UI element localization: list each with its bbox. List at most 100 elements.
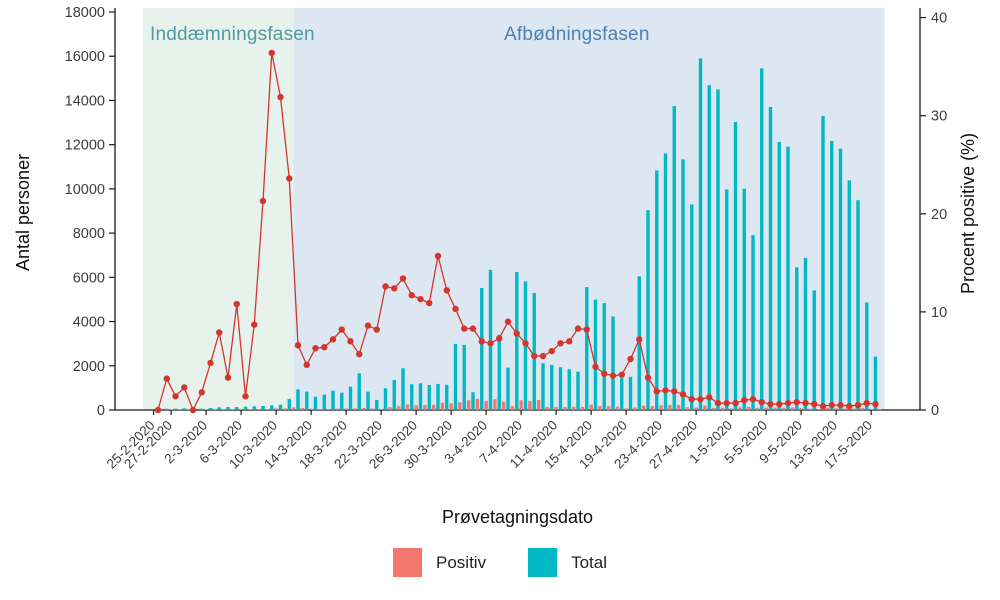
legend-label-positiv: Positiv <box>436 552 487 572</box>
bar-total <box>733 122 738 410</box>
percent-positive-point <box>784 399 792 407</box>
bar-positiv <box>650 406 655 410</box>
bar-positiv <box>510 406 515 410</box>
percent-positive-point <box>356 350 363 358</box>
bar-total <box>261 406 265 410</box>
right-axis-tick-label: 10 <box>931 305 947 321</box>
bar-total <box>637 276 641 410</box>
left-axis-tick-label: 14000 <box>65 93 105 109</box>
phase-label-containment: Inddæmningsfasen <box>150 24 315 45</box>
percent-positive-point <box>662 387 669 394</box>
bar-positiv <box>571 406 576 410</box>
bar-total <box>296 389 300 410</box>
bar-total <box>795 267 799 410</box>
bar-positiv <box>633 407 637 410</box>
bar-total <box>165 408 169 410</box>
bar-positiv <box>405 404 410 410</box>
bar-total <box>655 170 659 410</box>
bar-total <box>252 406 256 410</box>
bar-positiv <box>213 409 217 410</box>
percent-positive-point <box>819 402 827 410</box>
bar-positiv <box>729 408 733 410</box>
bar-positiv <box>239 409 243 410</box>
bar-positiv <box>598 405 602 410</box>
bar-total <box>270 405 274 410</box>
percent-positive-point <box>732 399 739 407</box>
bar-total <box>506 367 510 410</box>
percent-positive-point <box>679 391 687 398</box>
right-axis-tick-label: 20 <box>931 207 947 223</box>
bar-total <box>663 153 668 410</box>
bar-total <box>243 406 248 410</box>
percent-positive-point <box>268 49 275 57</box>
bar-positiv <box>720 407 725 410</box>
bar-total <box>427 385 431 410</box>
percent-positive-point <box>391 285 398 292</box>
bar-total <box>558 367 563 410</box>
percent-positive-point <box>688 396 695 403</box>
bar-total <box>873 356 878 410</box>
bar-total <box>366 391 370 410</box>
bar-positiv <box>309 408 313 410</box>
bar-total <box>760 68 764 410</box>
bar-total <box>821 115 825 410</box>
bar-total <box>208 408 213 410</box>
bar-total <box>453 343 458 410</box>
bar-total <box>812 290 816 410</box>
bar-total <box>182 408 186 410</box>
bar-total <box>480 288 484 410</box>
percent-positive-point <box>723 399 730 407</box>
percent-positive-point <box>837 401 844 409</box>
bar-positiv <box>291 407 296 410</box>
bar-total <box>322 394 326 410</box>
bar-positiv <box>335 408 340 410</box>
percent-positive-point <box>294 342 302 349</box>
bar-positiv <box>580 406 585 410</box>
left-axis-tick-label: 8000 <box>73 226 105 242</box>
bar-positiv <box>738 407 742 410</box>
bar-total <box>235 407 239 410</box>
bar-total <box>751 235 755 410</box>
bar-positiv <box>221 409 226 410</box>
left-axis-tick-label: 16000 <box>65 49 105 65</box>
percent-positive-point <box>618 371 625 378</box>
bar-positiv <box>545 407 550 410</box>
right-axis-tick-label: 40 <box>931 11 947 27</box>
bar-positiv <box>353 408 357 410</box>
left-axis-tick-label: 2000 <box>73 359 105 375</box>
bar-total <box>401 368 405 410</box>
bar-total <box>375 399 379 410</box>
bar-total <box>462 344 466 410</box>
percent-positive-point <box>399 275 407 282</box>
percent-positive-point <box>548 347 555 355</box>
bar-positiv <box>484 400 488 410</box>
percent-positive-point <box>321 344 328 351</box>
percent-positive-point <box>181 384 188 391</box>
percent-positive-point <box>793 398 800 406</box>
bar-positiv <box>414 405 418 410</box>
percent-positive-point <box>338 326 345 333</box>
bar-total <box>803 257 808 410</box>
percent-positive-point <box>636 336 643 343</box>
bar-positiv <box>423 405 427 410</box>
bar-total <box>287 398 291 410</box>
percent-positive-point <box>846 402 853 410</box>
percent-positive-point <box>609 372 617 379</box>
bar-positiv <box>746 406 751 410</box>
bar-positiv <box>659 405 663 410</box>
percent-positive-point <box>644 374 652 381</box>
percent-positive-point <box>364 322 372 329</box>
bar-positiv <box>860 408 865 410</box>
bar-total <box>707 85 711 410</box>
bar-positiv <box>370 408 375 410</box>
bar-positiv <box>230 409 235 410</box>
bar-positiv <box>396 406 401 410</box>
bar-positiv <box>685 407 690 410</box>
percent-positive-point <box>478 338 485 345</box>
bar-positiv <box>248 409 252 410</box>
percent-positive-point <box>434 252 442 260</box>
bar-total <box>173 408 178 410</box>
percent-positive-point <box>531 352 538 360</box>
percent-positive-point <box>452 305 459 313</box>
percent-positive-point <box>802 399 809 407</box>
